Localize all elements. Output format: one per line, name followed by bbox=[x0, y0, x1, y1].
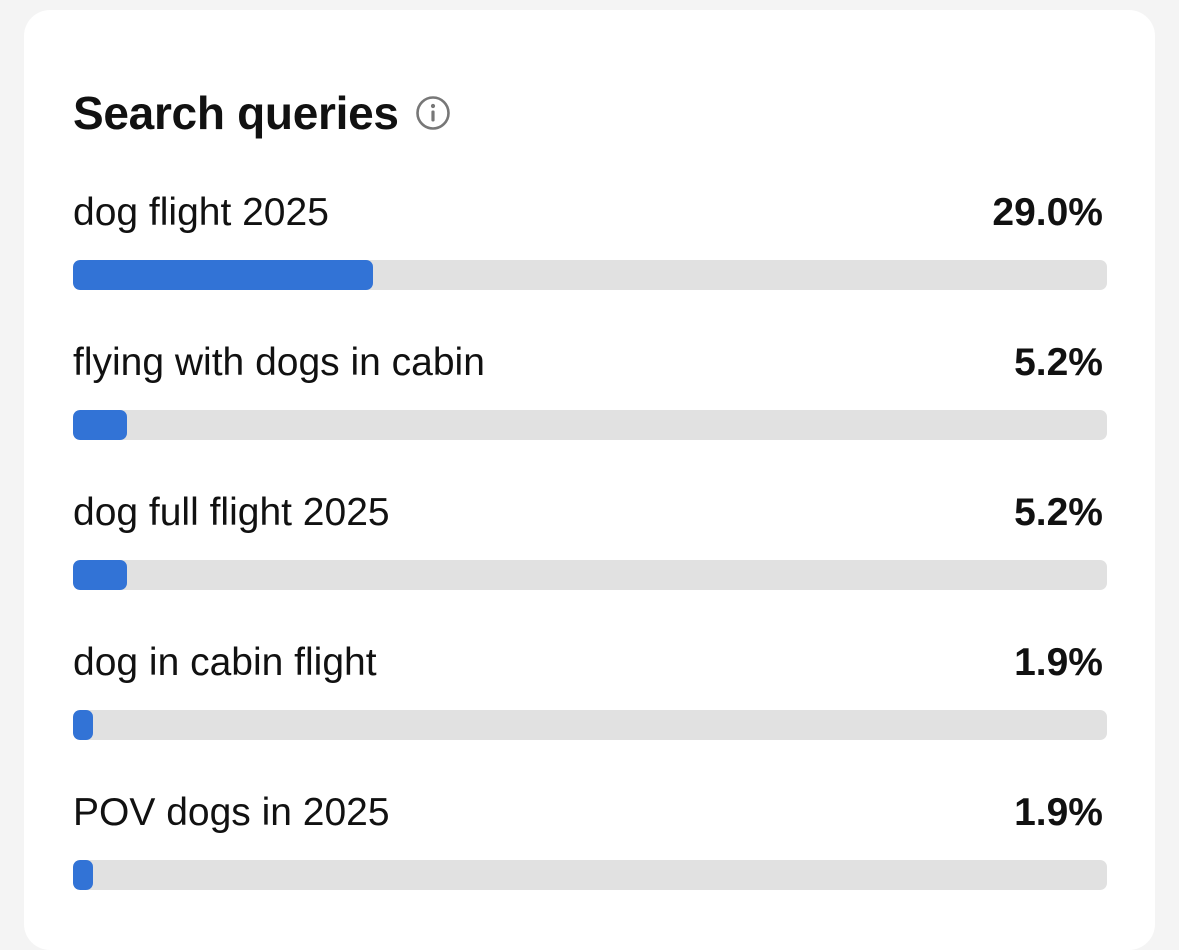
query-bar-fill bbox=[73, 560, 127, 590]
card-title: Search queries bbox=[73, 87, 399, 139]
query-row[interactable]: dog flight 2025 29.0% bbox=[73, 188, 1107, 290]
query-row[interactable]: dog full flight 2025 5.2% bbox=[73, 488, 1107, 590]
query-bar-fill bbox=[73, 410, 127, 440]
query-label: dog in cabin flight bbox=[73, 641, 377, 684]
query-percent: 29.0% bbox=[992, 191, 1103, 234]
query-bar-fill bbox=[73, 860, 93, 890]
query-bar-track bbox=[73, 710, 1107, 740]
query-row[interactable]: flying with dogs in cabin 5.2% bbox=[73, 338, 1107, 440]
query-bar-track bbox=[73, 860, 1107, 890]
query-percent: 1.9% bbox=[1014, 641, 1103, 684]
query-bar-track bbox=[73, 260, 1107, 290]
query-label: flying with dogs in cabin bbox=[73, 341, 485, 384]
card-header: Search queries bbox=[73, 82, 451, 144]
query-percent: 5.2% bbox=[1014, 491, 1103, 534]
query-row[interactable]: POV dogs in 2025 1.9% bbox=[73, 788, 1107, 890]
query-bar-fill bbox=[73, 260, 373, 290]
query-row[interactable]: dog in cabin flight 1.9% bbox=[73, 638, 1107, 740]
search-queries-card: Search queries dog flight 2025 29.0% fly… bbox=[24, 10, 1155, 950]
query-label: POV dogs in 2025 bbox=[73, 791, 390, 834]
query-label: dog full flight 2025 bbox=[73, 491, 390, 534]
query-bar-track bbox=[73, 560, 1107, 590]
query-percent: 1.9% bbox=[1014, 791, 1103, 834]
query-percent: 5.2% bbox=[1014, 341, 1103, 384]
info-icon[interactable] bbox=[415, 95, 451, 131]
query-label: dog flight 2025 bbox=[73, 191, 329, 234]
query-bar-track bbox=[73, 410, 1107, 440]
query-bar-fill bbox=[73, 710, 93, 740]
